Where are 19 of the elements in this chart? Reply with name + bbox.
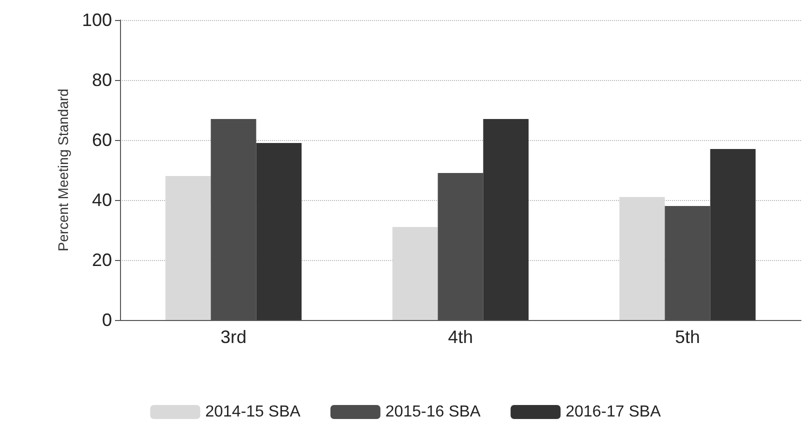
bar [619, 197, 665, 320]
x-tick-label: 4th [448, 327, 474, 347]
legend-label: 2014-15 SBA [205, 404, 301, 420]
x-tick-label: 5th [674, 327, 700, 347]
bar [483, 119, 529, 320]
bar [710, 149, 756, 320]
y-tick-label: 60 [92, 130, 112, 150]
bar [392, 227, 438, 320]
bar [256, 143, 302, 320]
y-tick-label: 20 [92, 250, 112, 270]
bar [165, 176, 211, 320]
y-tick-label: 100 [82, 10, 112, 30]
legend-label: 2015-16 SBA [385, 404, 481, 420]
x-tick-label: 3rd [220, 327, 247, 347]
y-tick-label: 80 [92, 70, 112, 90]
y-axis-title: Percent Meeting Standard [55, 88, 71, 252]
y-tick-label: 0 [102, 310, 112, 330]
legend-label: 2016-17 SBA [566, 404, 662, 420]
y-tick-label: 40 [92, 190, 112, 210]
